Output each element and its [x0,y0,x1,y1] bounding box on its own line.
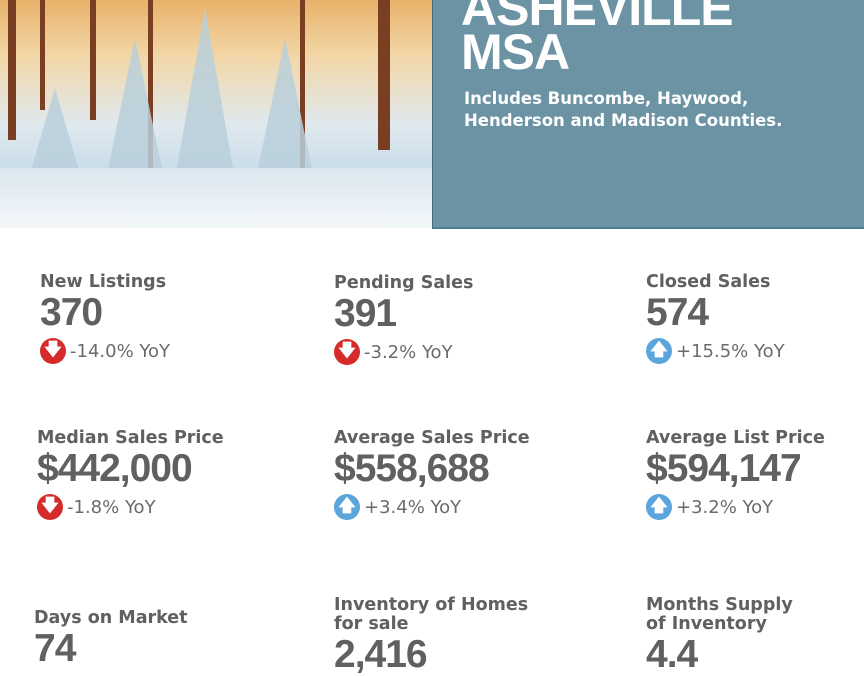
stat-days-on-market: Days on Market 74 [34,609,188,670]
title-panel: ASHEVILLE MSA Includes Buncombe, Haywood… [432,0,864,229]
stat-value: 391 [334,292,397,335]
subtitle-line-1: Includes Buncombe, Haywood, [464,89,749,108]
yoy-text: +3.2% YoY [676,496,774,518]
stat-label: Average List Price [646,429,825,448]
yoy-change: 🡅 +15.5% YoY [646,338,785,364]
stat-label: Pending Sales [334,274,473,293]
yoy-change: 🡇 -3.2% YoY [334,339,473,365]
arrow-up-icon: 🡅 [646,494,672,520]
arrow-down-icon: 🡇 [40,338,66,364]
stat-label-line: Average List Price [646,428,825,448]
stat-label: Closed Sales [646,273,785,292]
stat-value: 574 [646,291,709,334]
subtitle: Includes Buncombe, Haywood, Henderson an… [464,88,782,132]
title-line-1: ASHEVILLE [461,0,734,36]
arrow-down-icon: 🡇 [37,494,63,520]
yoy-text: +15.5% YoY [676,340,785,362]
arrow-up-icon: 🡅 [646,338,672,364]
yoy-change: 🡇 -1.8% YoY [37,494,224,520]
stat-label: Inventory of Homes for sale [334,596,528,634]
stat-value: $594,147 [646,447,802,490]
yoy-change: 🡅 +3.4% YoY [334,494,530,520]
stat-value: 370 [40,291,103,334]
stat-label: Months Supply of Inventory [646,596,793,634]
arrow-down-icon: 🡇 [334,339,360,365]
stat-median-sales-price: Median Sales Price $442,000 🡇 -1.8% YoY [37,429,224,520]
subtitle-line-2: Henderson and Madison Counties. [464,111,783,130]
stat-label-line: Months Supply [646,595,793,615]
stat-label-line: Average Sales Price [334,428,530,448]
stat-label-line: Closed Sales [646,272,771,292]
stat-average-sales-price: Average Sales Price $558,688 🡅 +3.4% YoY [334,429,530,520]
stat-label: New Listings [40,273,170,292]
yoy-change: 🡅 +3.2% YoY [646,494,825,520]
page-title: ASHEVILLE MSA [461,0,734,80]
stat-value: $442,000 [37,447,193,490]
yoy-change: 🡇 -14.0% YoY [40,338,170,364]
stat-label-line: Pending Sales [334,273,474,293]
stat-closed-sales: Closed Sales 574 🡅 +15.5% YoY [646,273,785,364]
yoy-text: +3.4% YoY [364,496,462,518]
stat-label-line: Median Sales Price [37,428,224,448]
stat-value: 2,416 [334,633,428,676]
stat-label-line: of Inventory [646,614,767,634]
yoy-text: -3.2% YoY [364,341,453,363]
stat-pending-sales: Pending Sales 391 🡇 -3.2% YoY [334,274,473,365]
yoy-text: -1.8% YoY [67,496,156,518]
title-line-2: MSA [461,24,570,80]
stat-average-list-price: Average List Price $594,147 🡅 +3.2% YoY [646,429,825,520]
stat-label: Days on Market [34,609,188,628]
yoy-text: -14.0% YoY [70,340,171,362]
stat-months-supply: Months Supply of Inventory 4.4 [646,596,793,676]
stat-label-line: Days on Market [34,608,188,628]
stat-new-listings: New Listings 370 🡇 -14.0% YoY [40,273,170,364]
stat-inventory-of-homes: Inventory of Homes for sale 2,416 [334,596,528,676]
stat-value: 4.4 [646,633,698,676]
stat-label-line: Inventory of Homes [334,595,529,615]
stat-label: Median Sales Price [37,429,224,448]
arrow-up-icon: 🡅 [334,494,360,520]
stat-value: 74 [34,627,76,670]
stat-label: Average Sales Price [334,429,530,448]
stat-value: $558,688 [334,447,490,490]
stat-label-line: New Listings [40,272,167,292]
snowy-forest-photo [0,0,432,228]
stat-label-line: for sale [334,614,409,634]
